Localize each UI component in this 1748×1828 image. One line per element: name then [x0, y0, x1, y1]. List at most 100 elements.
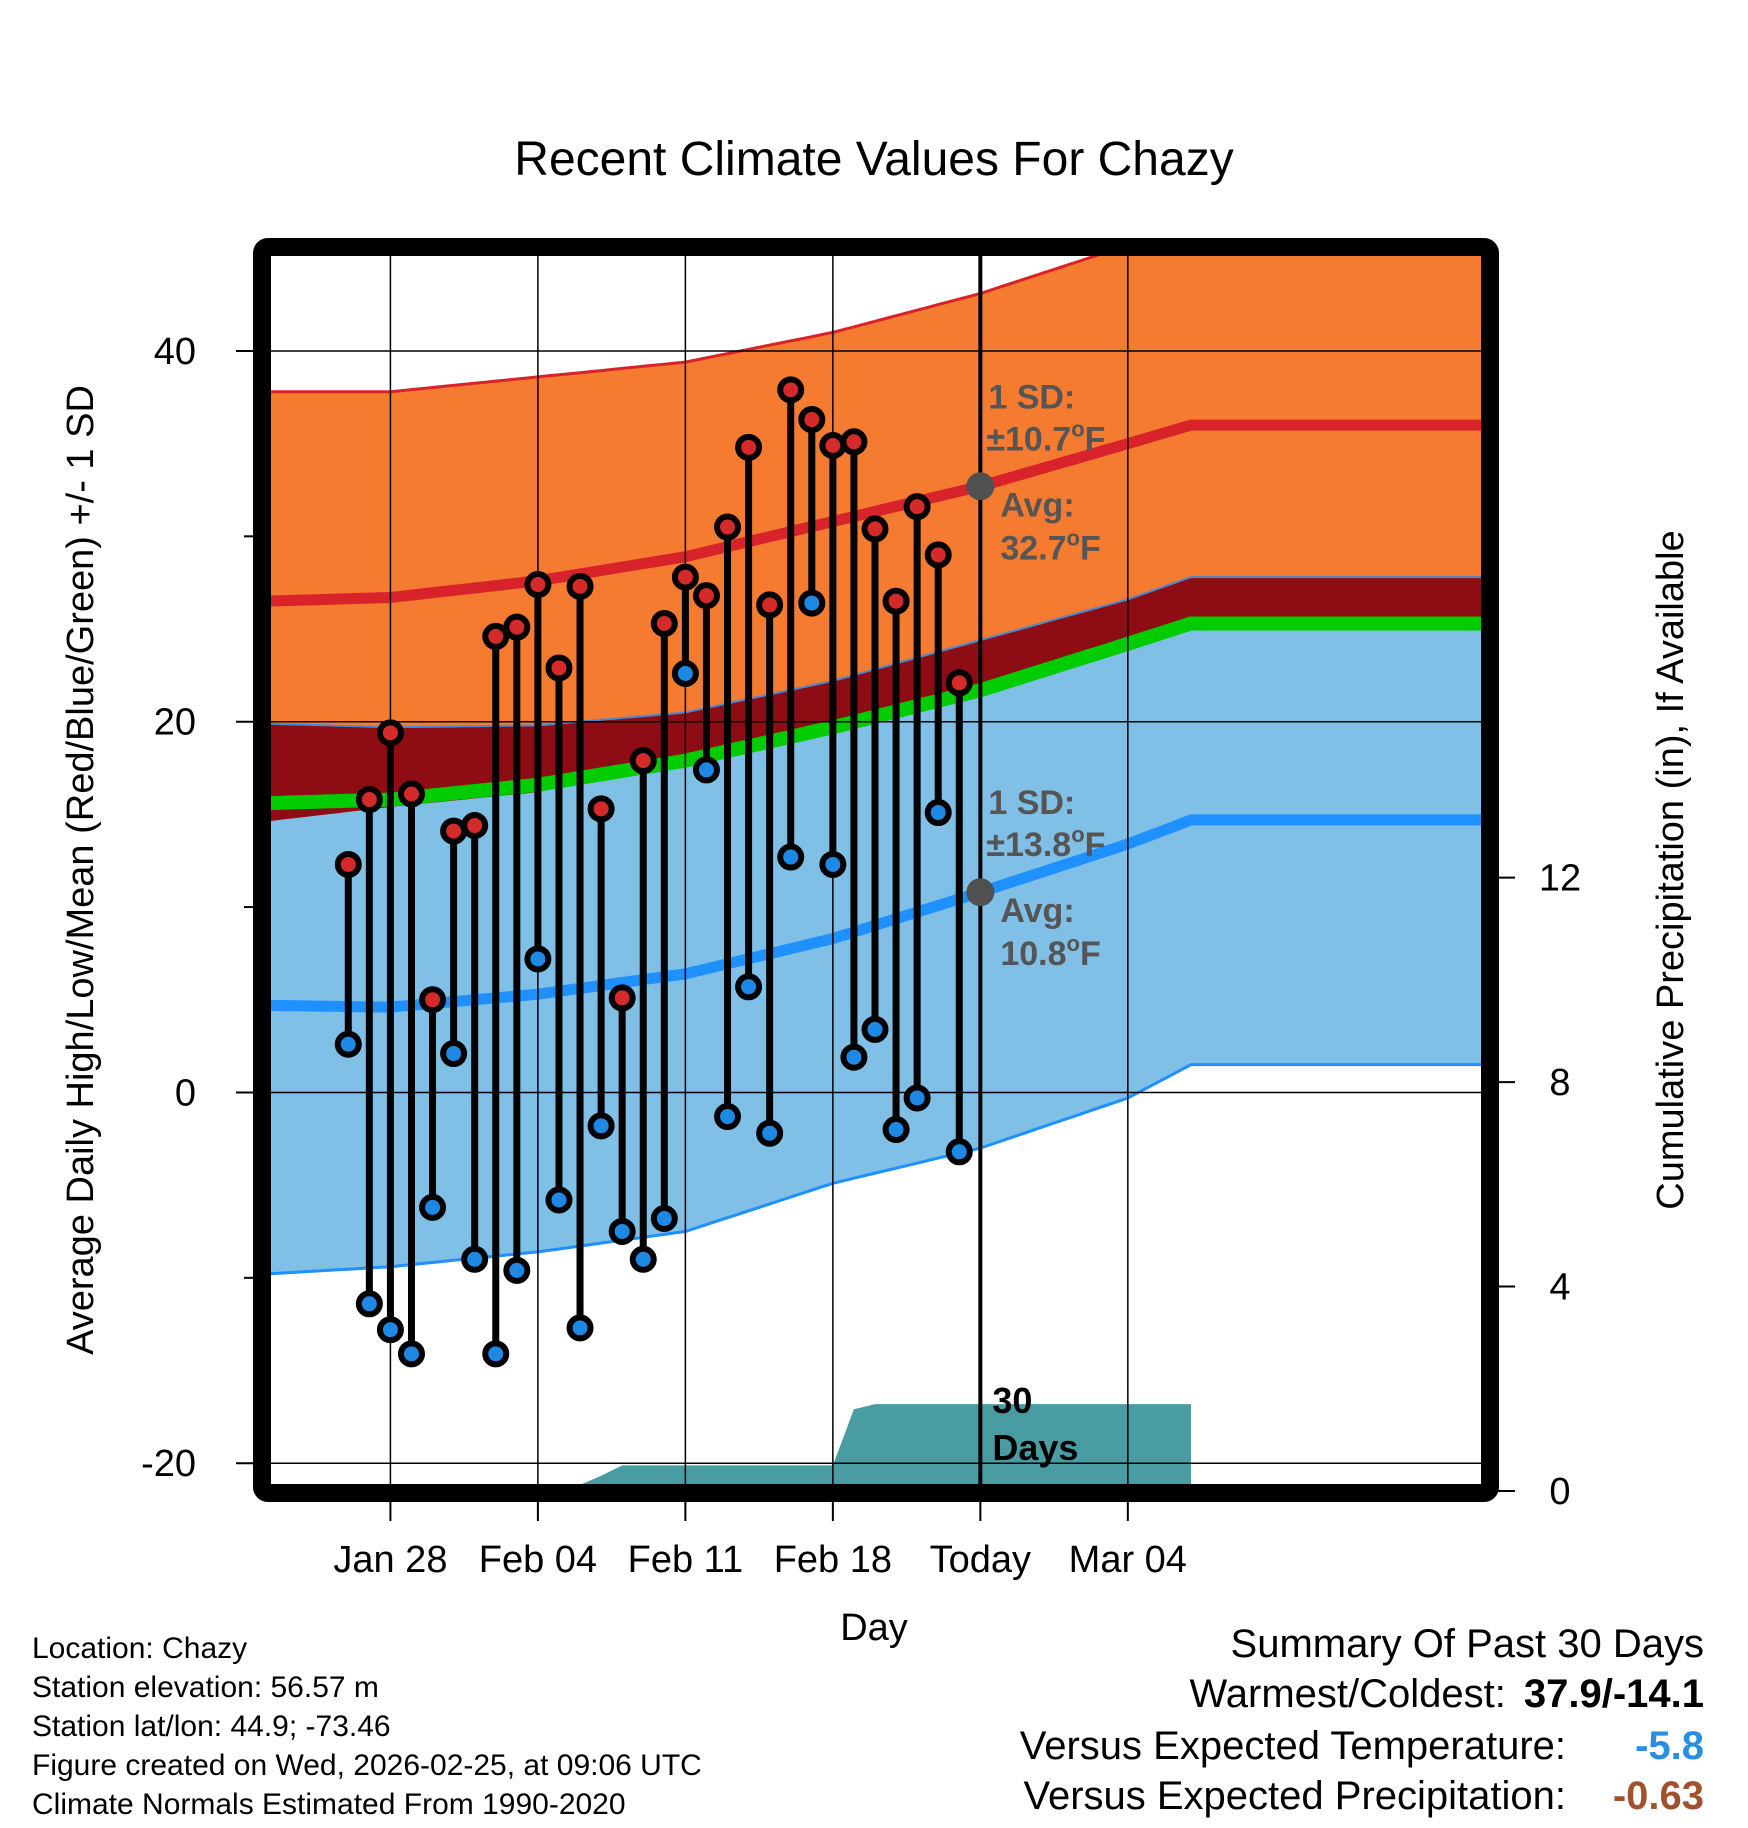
high-temp-marker — [334, 850, 362, 878]
low-temp-marker — [461, 1245, 489, 1273]
low-temp-marker — [714, 1103, 742, 1131]
info-created: Figure created on Wed, 2026-02-25, at 09… — [32, 1749, 702, 1782]
high-temp-marker — [777, 376, 805, 404]
high-avg-value-unit: F — [1080, 529, 1101, 567]
low-temp-marker — [671, 660, 699, 688]
x-tick-label: Feb 04 — [479, 1539, 597, 1581]
low-avg-value-number: 10.8 — [1000, 935, 1066, 973]
low-avg-value-unit: F — [1080, 935, 1101, 973]
x-tick-label: Jan 28 — [333, 1539, 447, 1581]
y-left-tick-label: 40 — [154, 331, 196, 373]
precipitation-area — [264, 1404, 1191, 1491]
high-temp-marker — [819, 431, 847, 459]
summary-precip-value: -0.63 — [1612, 1774, 1704, 1818]
low-sd-value-number: ±13.8 — [986, 826, 1071, 864]
high-temp-marker — [461, 812, 489, 840]
y-left-tick-label: 20 — [154, 702, 196, 744]
y-axis-label-right: Cumulative Precipitation (in), If Availa… — [1650, 530, 1692, 1209]
high-temp-marker — [397, 780, 425, 808]
low-sd-value-degree: o — [1071, 822, 1084, 847]
x-tick-label: Today — [930, 1539, 1031, 1581]
high-temp-marker — [566, 572, 594, 600]
summary-temp-label: Versus Expected Temperature: — [1019, 1724, 1566, 1768]
low-temp-marker — [482, 1340, 510, 1368]
low-temp-marker — [924, 799, 952, 827]
low-temp-marker — [840, 1043, 868, 1071]
high-temp-marker — [482, 622, 510, 650]
low-temp-marker — [524, 945, 552, 973]
high-sd-label: 1 SD: — [988, 378, 1075, 416]
high-temp-marker — [735, 433, 763, 461]
high-avg-line — [264, 419, 1486, 607]
high-temp-marker — [440, 817, 468, 845]
high-temp-marker — [376, 719, 404, 747]
high-temp-marker — [882, 587, 910, 615]
low-temp-marker — [903, 1084, 931, 1112]
low-temp-marker — [587, 1112, 615, 1140]
high-sd-band — [264, 249, 1486, 728]
low-temp-marker — [503, 1256, 531, 1284]
low-temp-marker — [945, 1138, 973, 1166]
info-elevation: Station elevation: 56.57 m — [32, 1671, 379, 1704]
high-avg-value-number: 32.7 — [1000, 529, 1066, 567]
x-tick-label: Feb 11 — [628, 1539, 743, 1581]
low-temp-marker — [777, 843, 805, 871]
window-label-30: 30 — [992, 1380, 1032, 1421]
y-left-tick-label: 0 — [175, 1072, 196, 1114]
high-temp-marker — [756, 591, 784, 619]
y-axis-label-left: Average Daily High/Low/Mean (Red/Blue/Gr… — [60, 385, 102, 1355]
low-temp-marker — [566, 1314, 594, 1342]
y-left-tick-label: -20 — [141, 1443, 196, 1485]
low-temp-marker — [355, 1290, 383, 1318]
low-temp-marker — [334, 1030, 362, 1058]
high-temp-marker — [587, 795, 615, 823]
summary-precip-label: Versus Expected Precipitation: — [1023, 1774, 1566, 1818]
high-plus-sd-line — [264, 249, 1122, 394]
info-normals: Climate Normals Estimated From 1990-2020 — [32, 1788, 626, 1821]
high-sd-value-degree: o — [1071, 416, 1084, 441]
x-tick-label: Feb 18 — [774, 1539, 892, 1581]
high-sd-value-unit: F — [1085, 420, 1106, 458]
low-temp-marker — [650, 1205, 678, 1233]
summary-precip-row: Versus Expected Precipitation: -0.63 — [1023, 1776, 1704, 1816]
high-temp-marker — [671, 563, 699, 591]
summary-warmest-label: Warmest/Coldest: — [1189, 1672, 1506, 1716]
low-temp-marker — [882, 1116, 910, 1144]
y-right-tick-label: 8 — [1549, 1062, 1570, 1104]
high-avg-value-degree: o — [1067, 525, 1080, 550]
y-right-tick-label: 12 — [1539, 858, 1581, 900]
high-temp-marker — [545, 654, 573, 682]
low-avg-value-degree: o — [1067, 931, 1080, 956]
high-temp-marker — [524, 571, 552, 599]
low-temp-marker — [419, 1193, 447, 1221]
summary-temp-row: Versus Expected Temperature: -5.8 — [1020, 1726, 1704, 1766]
high-temp-marker — [924, 541, 952, 569]
high-temp-marker — [608, 984, 636, 1012]
high-sd-value: ±10.7oF — [986, 416, 1105, 458]
low-sd-value-unit: F — [1085, 826, 1106, 864]
info-location: Location: Chazy — [32, 1632, 248, 1665]
x-axis-label: Day — [840, 1607, 908, 1649]
low-temp-marker — [735, 973, 763, 1001]
plot-frame — [253, 238, 1499, 1502]
low-temp-marker — [608, 1217, 636, 1245]
window-label-days: Days — [992, 1427, 1078, 1468]
high-temp-marker — [503, 613, 531, 641]
info-latlon: Station lat/lon: 44.9; -73.46 — [32, 1710, 391, 1743]
y-right-tick-label: 0 — [1549, 1471, 1570, 1513]
high-temp-marker — [355, 786, 383, 814]
high-avg-value: 32.7oF — [1000, 525, 1100, 567]
low-avg-value: 10.8oF — [1000, 931, 1100, 973]
summary-warmest-value: 37.9/-14.1 — [1523, 1672, 1704, 1716]
high-temp-marker — [945, 669, 973, 697]
high-temp-marker — [692, 582, 720, 610]
low-temp-marker — [545, 1186, 573, 1214]
high-temp-marker — [903, 493, 931, 521]
low-avg-label: Avg: — [1000, 892, 1074, 930]
high-temp-marker — [650, 609, 678, 637]
y-right-tick-label: 4 — [1549, 1267, 1570, 1309]
low-temp-marker — [819, 850, 847, 878]
x-tick-label: Mar 04 — [1069, 1539, 1187, 1581]
low-avg-today-marker — [966, 878, 995, 907]
